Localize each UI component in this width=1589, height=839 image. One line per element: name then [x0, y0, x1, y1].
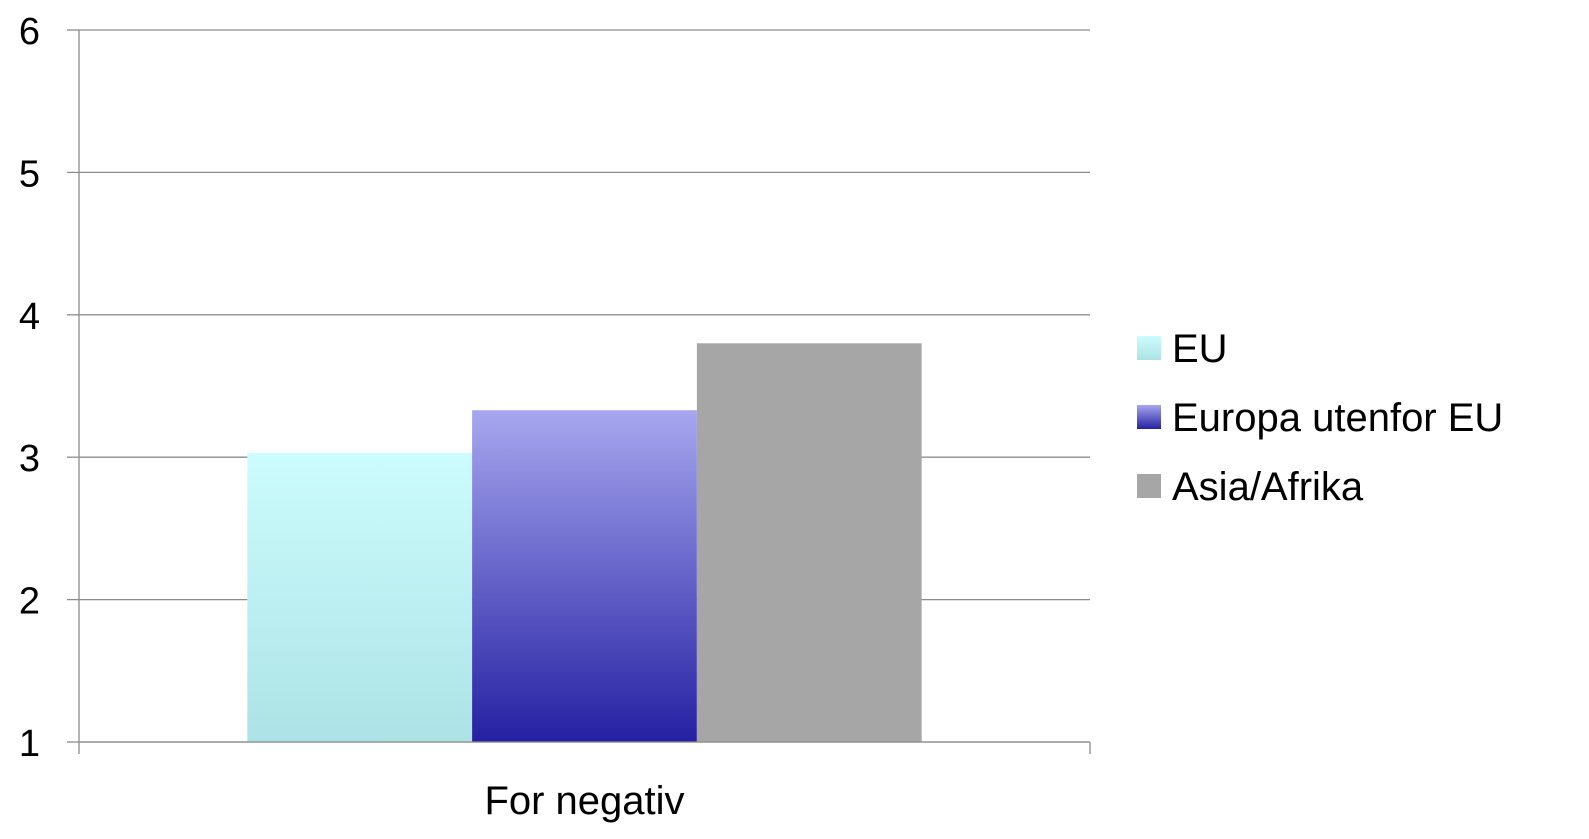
x-category-label: For negativ [484, 779, 684, 823]
legend-label: Asia/Afrika [1172, 465, 1364, 509]
y-tick-label: 6 [19, 11, 40, 53]
legend-swatch [1137, 405, 1161, 429]
y-tick-label: 4 [19, 296, 40, 338]
legend: EU Europa utenfor EU Asia/Afrika [1137, 327, 1503, 509]
legend-label: EU [1172, 327, 1228, 371]
bars [247, 343, 922, 742]
legend-swatch [1137, 336, 1161, 360]
bar-europa-utenfor-eu [472, 410, 697, 742]
y-tick-label: 3 [19, 438, 40, 480]
y-tick-label: 5 [19, 153, 40, 195]
y-tick-label: 1 [19, 723, 40, 765]
y-tick-label: 2 [19, 581, 40, 623]
legend-label: Europa utenfor EU [1172, 396, 1503, 440]
bar-asia-afrika [696, 343, 922, 742]
legend-swatch [1137, 474, 1161, 498]
axes: 1 2 3 4 5 6 For negativ [19, 11, 1091, 823]
bar-eu [247, 452, 473, 742]
